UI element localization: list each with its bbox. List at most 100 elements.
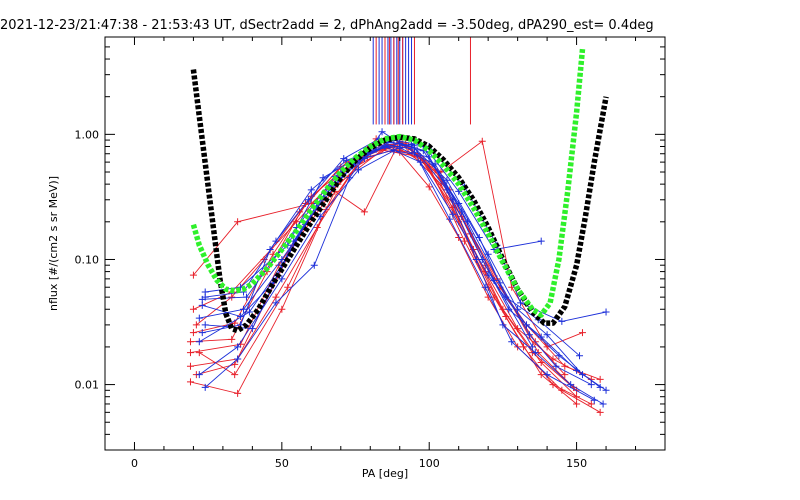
data-point-red bbox=[186, 362, 194, 370]
data-point-blue bbox=[310, 261, 318, 269]
series-line-red bbox=[193, 142, 577, 398]
data-point-red bbox=[596, 375, 604, 383]
data-point-blue bbox=[396, 144, 404, 152]
data-point-blue bbox=[234, 343, 242, 351]
data-point-red bbox=[455, 233, 463, 241]
data-point-blue bbox=[410, 144, 418, 152]
data-point-red bbox=[561, 362, 569, 370]
fit-curve-black bbox=[190, 69, 609, 334]
data-point-blue bbox=[378, 128, 386, 136]
data-point-red bbox=[514, 325, 522, 333]
data-point-red bbox=[360, 208, 368, 216]
data-point-blue bbox=[517, 299, 525, 307]
data-point-red bbox=[189, 329, 197, 337]
data-point-red bbox=[520, 343, 528, 351]
data-point-blue bbox=[543, 331, 551, 339]
data-point-red bbox=[189, 305, 197, 313]
series-line-red bbox=[199, 140, 566, 376]
data-point-blue bbox=[602, 386, 610, 394]
data-point-blue bbox=[499, 321, 507, 329]
data-point-red bbox=[234, 389, 242, 397]
series-line-blue bbox=[204, 131, 595, 401]
data-point-blue bbox=[272, 299, 280, 307]
x-tick-label: 50 bbox=[275, 457, 289, 470]
data-point-blue bbox=[587, 381, 595, 389]
data-point-blue bbox=[602, 308, 610, 316]
data-point-red bbox=[502, 313, 510, 321]
data-point-blue bbox=[416, 158, 424, 166]
fit-curve-green bbox=[190, 48, 586, 318]
chart-title: 2021-12-23/21:47:38 - 21:53:43 UT, dSect… bbox=[0, 18, 654, 33]
data-point-blue bbox=[508, 338, 516, 346]
data-point-blue bbox=[531, 349, 539, 357]
data-point-blue bbox=[449, 210, 457, 218]
data-point-blue bbox=[576, 352, 584, 360]
series-line-blue bbox=[199, 144, 583, 375]
data-point-red bbox=[186, 349, 194, 357]
data-point-blue bbox=[537, 237, 545, 245]
data-point-blue bbox=[543, 371, 551, 379]
data-point-blue bbox=[525, 331, 533, 339]
data-point-blue bbox=[599, 400, 607, 408]
data-point-blue bbox=[490, 276, 498, 284]
y-axis-title: nflux [#/(cm2 s sr MeV)] bbox=[47, 176, 60, 311]
data-point-red bbox=[537, 371, 545, 379]
data-point-red bbox=[228, 293, 236, 301]
data-point-blue bbox=[304, 196, 312, 204]
data-point-red bbox=[478, 137, 486, 145]
series-line-blue bbox=[205, 138, 580, 357]
data-point-red bbox=[561, 371, 569, 379]
data-point-blue bbox=[443, 176, 451, 184]
data-point-red bbox=[195, 349, 203, 357]
data-point-blue bbox=[528, 343, 536, 351]
data-point-blue bbox=[354, 166, 362, 174]
data-point-red bbox=[587, 400, 595, 408]
plot-frame bbox=[104, 36, 666, 451]
data-point-red bbox=[578, 329, 586, 337]
y-tick-label: 0.10 bbox=[75, 253, 100, 266]
data-point-blue bbox=[240, 305, 248, 313]
data-point-blue bbox=[278, 275, 286, 283]
data-point-blue bbox=[573, 366, 581, 374]
data-point-blue bbox=[558, 317, 566, 325]
x-tick-label: 150 bbox=[566, 457, 587, 470]
data-point-red bbox=[231, 371, 239, 379]
data-point-red bbox=[189, 271, 197, 279]
plot-area bbox=[186, 37, 610, 416]
data-point-blue bbox=[458, 208, 466, 216]
series-line-red bbox=[190, 144, 577, 391]
data-point-blue bbox=[248, 325, 256, 333]
data-point-red bbox=[284, 283, 292, 291]
data-point-blue bbox=[319, 174, 327, 182]
data-point-blue bbox=[237, 313, 245, 321]
data-point-blue bbox=[195, 371, 203, 379]
data-point-blue bbox=[198, 329, 206, 337]
data-point-blue bbox=[340, 155, 348, 163]
data-point-blue bbox=[502, 293, 510, 301]
data-point-blue bbox=[201, 321, 209, 329]
data-point-red bbox=[192, 321, 200, 329]
data-point-red bbox=[425, 183, 433, 191]
data-point-blue bbox=[201, 293, 209, 301]
data-point-blue bbox=[198, 301, 206, 309]
data-point-red bbox=[228, 335, 236, 343]
axes: 0 50 100 150 0.01 0.10 1.00 bbox=[75, 36, 666, 470]
data-point-red bbox=[278, 305, 286, 313]
series-line-red bbox=[190, 144, 592, 405]
x-tick-label: 100 bbox=[419, 457, 440, 470]
data-point-blue bbox=[537, 333, 545, 341]
data-point-blue bbox=[390, 147, 398, 155]
y-tick-label: 1.00 bbox=[75, 128, 100, 141]
data-point-blue bbox=[446, 215, 454, 223]
data-point-blue bbox=[195, 314, 203, 322]
x-axis-title: PA [deg] bbox=[362, 467, 408, 480]
data-point-blue bbox=[272, 237, 280, 245]
data-point-blue bbox=[472, 255, 480, 263]
data-point-blue bbox=[201, 383, 209, 391]
data-point-red bbox=[461, 237, 469, 245]
x-tick-label: 0 bbox=[131, 457, 138, 470]
data-point-red bbox=[573, 400, 581, 408]
series-line-blue bbox=[205, 147, 592, 385]
data-point-blue bbox=[242, 293, 250, 301]
